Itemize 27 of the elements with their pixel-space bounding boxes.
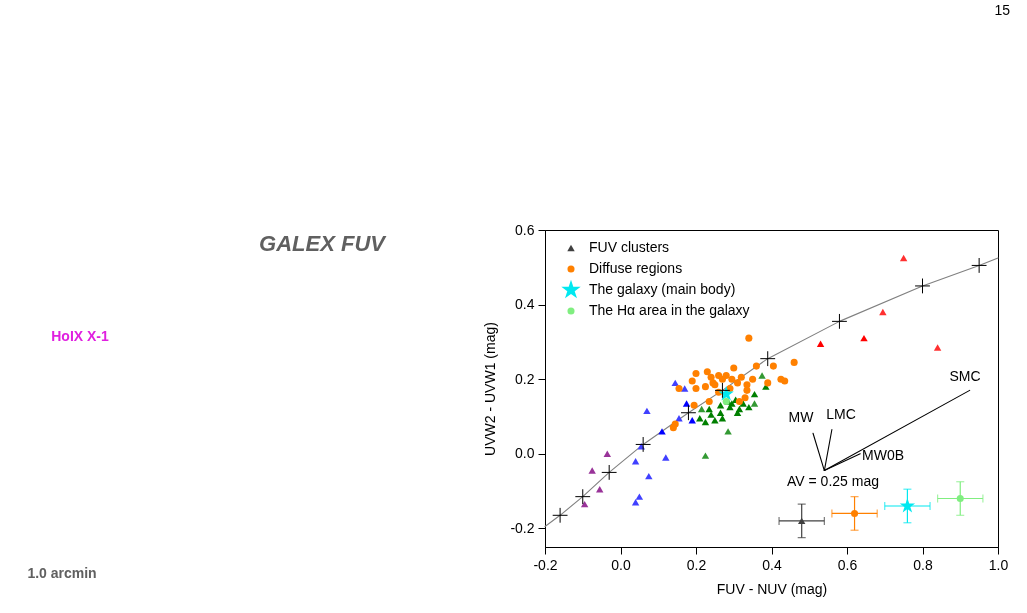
x-tick-label: -0.2 (533, 556, 558, 573)
x-axis-title: FUV - NUV (mag) (716, 580, 828, 597)
y-tick-label: 0.2 (515, 370, 535, 387)
text: GALEX FUV (259, 231, 388, 256)
annotation: AV = 0.25 mag (787, 473, 879, 489)
legend-label: The Hα area in the galaxy (589, 302, 750, 318)
y-tick-label: 0.0 (515, 445, 535, 462)
annotation: SMC (949, 368, 981, 384)
legend-label: The galaxy (main body) (589, 281, 736, 297)
x-tick-label: 1.0 (988, 556, 1009, 573)
annotation: MW0B (862, 447, 904, 463)
text: 1.0 arcmin (27, 565, 97, 581)
y-tick-label: 0.6 (515, 221, 535, 238)
text: HoIX X-1 (51, 328, 109, 344)
x-tick-label: 0.0 (611, 556, 631, 573)
x-tick-label: 0.6 (837, 556, 858, 573)
y-axis-title: UVW2 - UVW1 (mag) (482, 322, 499, 456)
annotation: MW (788, 409, 815, 425)
x-tick-label: 0.4 (762, 556, 782, 573)
x-tick-label: 0.8 (913, 556, 933, 573)
text: 15 (994, 2, 1011, 18)
legend-label: Diffuse regions (589, 260, 683, 276)
y-tick-label: 0.4 (515, 296, 535, 313)
y-tick-label: -0.2 (510, 519, 535, 536)
x-tick-label: 0.2 (686, 556, 707, 573)
annotation: LMC (826, 406, 856, 422)
legend-label: FUV clusters (589, 239, 670, 255)
